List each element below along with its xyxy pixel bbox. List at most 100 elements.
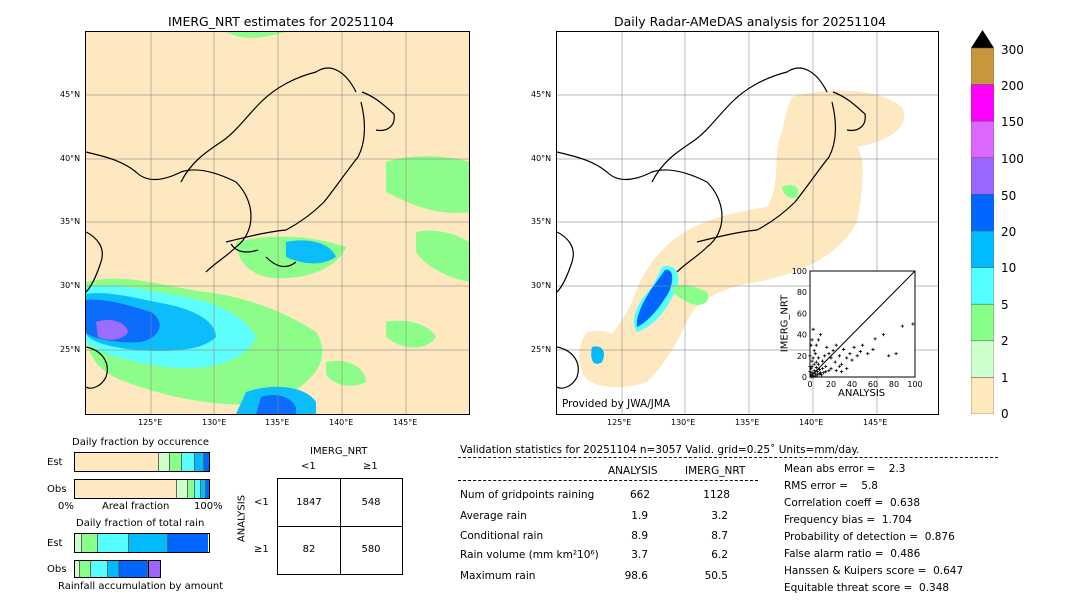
scatter-point [808, 370, 812, 374]
scatter-point [816, 338, 820, 342]
scatter-y-tick: 60 [797, 309, 807, 318]
scatter-point [813, 374, 817, 378]
scatter-point [873, 337, 877, 341]
colorbar-segment [970, 340, 995, 378]
val-row-3-imerg: 8.7 [711, 530, 728, 542]
scatter-point [911, 322, 915, 326]
scatter-point [816, 356, 820, 360]
scatter-x-tick: 80 [889, 380, 899, 389]
colorbar-segment [970, 157, 995, 195]
scatter-x-tick: 20 [826, 380, 836, 389]
scatter-point [881, 333, 886, 337]
cb-tick-10: 10 [1001, 261, 1017, 275]
cont-top-title: IMERG_NRT [310, 446, 368, 457]
scatter-point [839, 370, 844, 374]
scatter-xlabel: ANALYSIS [838, 388, 886, 399]
score-8: Equitable threat score = 0.348 [784, 582, 950, 594]
scatter-point [823, 354, 827, 358]
left-lon-125: 125°E [138, 418, 163, 427]
val-col-imerg: IMERG_NRT [685, 465, 746, 477]
left-lat-40: 40°N [60, 154, 81, 163]
occ-obs-label: Obs [47, 484, 67, 495]
scatter-point [829, 356, 833, 360]
scatter-y-tick: 20 [797, 352, 807, 361]
left-lat-45: 45°N [60, 90, 81, 99]
colorbar [970, 30, 995, 415]
occ-est-bar [74, 452, 210, 472]
val-row-1-label: Num of gridpoints raining [460, 489, 595, 501]
val-row-4-label: Rain volume (mm km²10⁶) [460, 549, 599, 561]
val-col-analysis: ANALYSIS [608, 465, 658, 477]
val-row-1-analysis: 662 [629, 489, 650, 501]
score-2: RMS error = 5.8 [784, 480, 878, 492]
scatter-point [810, 371, 814, 375]
scatter-point [855, 354, 859, 358]
scatter-point [814, 365, 818, 370]
val-col-rule [458, 480, 758, 481]
total-rain-title: Daily fraction of total rain [76, 518, 205, 529]
cont-side-title: ANALYSIS [236, 494, 248, 543]
scatter-point [812, 362, 816, 366]
right-lon-140: 140°E [799, 418, 824, 427]
scatter-point [815, 373, 819, 377]
cb-tick-300: 300 [1001, 43, 1024, 57]
cb-tick-2: 2 [1001, 334, 1009, 348]
scatter-point [831, 348, 835, 353]
left-map-title: IMERG_NRT estimates for 20251104 [168, 14, 395, 29]
cont-cell-c: 82 [302, 544, 316, 555]
scatter-plot: 00 20 20 40 40 60 60 80 80 100 100 [792, 267, 923, 389]
scatter-point [816, 362, 820, 366]
colorbar-segment [970, 120, 995, 159]
scatter-point [834, 343, 838, 347]
right-lon-125: 125°E [607, 418, 632, 427]
scatter-point [842, 347, 846, 352]
right-lat-30: 30°N [531, 281, 552, 290]
scatter-point [814, 343, 818, 347]
cb-tick-200: 200 [1001, 79, 1024, 93]
colorbar-segment [970, 47, 995, 85]
cont-cell-b: 548 [361, 497, 381, 508]
cb-tick-150: 150 [1001, 115, 1024, 129]
right-map-canvas [557, 32, 938, 414]
scatter-point [817, 372, 822, 376]
scatter-x-tick: 0 [807, 380, 812, 389]
scatter-point [887, 354, 891, 358]
rain-axis-mid: Rainfall accumulation by amount [58, 581, 224, 592]
val-row-3-analysis: 8.9 [631, 530, 648, 542]
scatter-point [810, 338, 814, 342]
map-credit: Provided by JWA/JMA [562, 398, 671, 410]
score-4: Frequency bias = 1.704 [784, 514, 912, 526]
scatter-point [833, 360, 837, 364]
scatter-point [839, 362, 844, 366]
left-lon-135: 135°E [265, 418, 290, 427]
colorbar-segment [970, 377, 995, 415]
left-lat-35: 35°N [60, 217, 81, 226]
scatter-point [827, 352, 831, 356]
scatter-point [821, 359, 825, 363]
cont-cell-d: 580 [361, 544, 381, 555]
val-row-2-analysis: 1.9 [631, 510, 648, 522]
right-lat-25: 25°N [531, 345, 552, 354]
scatter-point [811, 375, 815, 379]
scatter-point [809, 343, 813, 347]
scatter-point [825, 345, 829, 349]
score-3: Correlation coeff = 0.638 [784, 497, 920, 509]
scatter-point [811, 356, 815, 360]
colorbar-segment [970, 194, 995, 232]
val-row-4-imerg: 6.2 [711, 549, 728, 561]
scatter-point [815, 370, 819, 374]
left-map[interactable] [85, 31, 470, 415]
occ-est-label: Est [47, 457, 63, 468]
scatter-point [824, 370, 828, 374]
left-lon-145: 145°E [393, 418, 418, 427]
cb-tick-1: 1 [1001, 371, 1009, 385]
scatter-point [814, 360, 818, 364]
colorbar-segment [970, 230, 995, 268]
scatter-point [900, 324, 904, 328]
scatter-point [819, 373, 824, 377]
scatter-point [848, 352, 852, 356]
val-row-5-label: Maximum rain [460, 570, 536, 582]
score-1: Mean abs error = 2.3 [784, 463, 906, 475]
val-row-2-label: Average rain [460, 510, 527, 522]
occ-axis-right: 100% [194, 501, 223, 512]
